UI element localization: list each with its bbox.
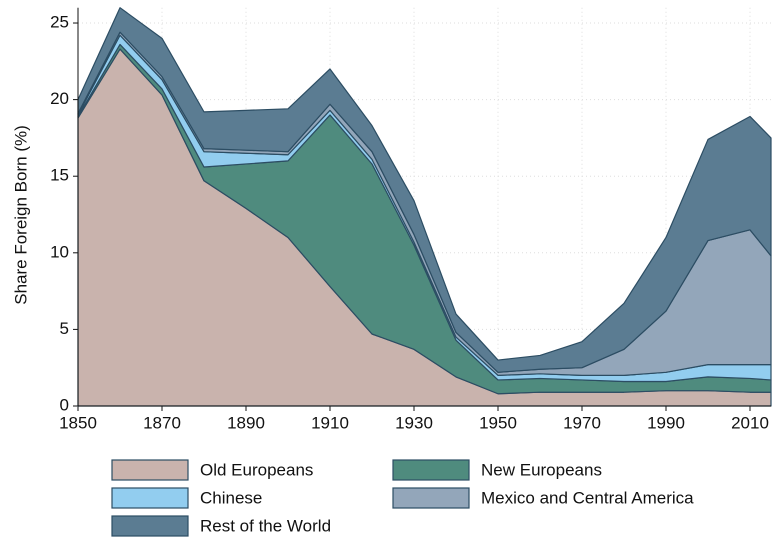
y-tick-label: 5 — [60, 319, 69, 338]
legend-swatch — [111, 459, 189, 481]
x-tick-label: 1930 — [395, 413, 433, 432]
legend-swatch — [111, 487, 189, 509]
legend-swatch — [392, 459, 470, 481]
legend-swatch — [111, 515, 189, 537]
legend-label: Chinese — [200, 488, 262, 507]
x-tick-label: 1970 — [563, 413, 601, 432]
y-axis-label: Share Foreign Born (%) — [11, 125, 30, 305]
x-tick-label: 1890 — [227, 413, 265, 432]
legend-label: Mexico and Central America — [481, 488, 694, 507]
legend-label: Rest of the World — [200, 516, 331, 535]
x-tick-label: 1990 — [647, 413, 685, 432]
x-tick-label: 2010 — [731, 413, 769, 432]
legend-label: Old Europeans — [200, 460, 313, 479]
y-tick-label: 0 — [60, 395, 69, 414]
y-tick-label: 25 — [50, 13, 69, 32]
legend-label: New Europeans — [481, 460, 602, 479]
x-tick-label: 1910 — [311, 413, 349, 432]
legend-swatch — [392, 487, 470, 509]
x-tick-label: 1870 — [143, 413, 181, 432]
y-tick-label: 20 — [50, 89, 69, 108]
x-tick-label: 1950 — [479, 413, 517, 432]
y-tick-label: 15 — [50, 166, 69, 185]
x-tick-label: 1850 — [59, 413, 97, 432]
y-tick-label: 10 — [50, 242, 69, 261]
area — [77, 7, 772, 373]
